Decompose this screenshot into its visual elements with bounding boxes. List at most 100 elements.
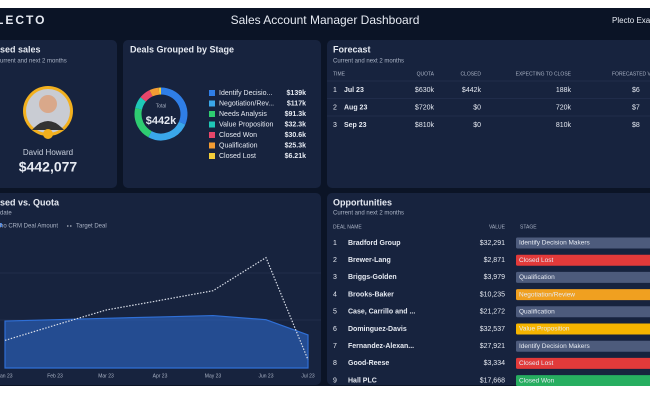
stage-badge	[516, 323, 650, 335]
deal-name: Brewer-Lang	[348, 257, 391, 264]
donut-segment	[160, 87, 188, 125]
legend-value: $30.6k	[285, 132, 307, 139]
legend-label: Needs Analysis	[219, 111, 267, 118]
table-cell: 720k	[556, 104, 572, 111]
legend-label: ho CRM Deal Amount	[0, 224, 58, 230]
stage-badge	[516, 289, 650, 301]
table-header: STAGE	[520, 224, 537, 230]
logo: PLECTO	[0, 13, 46, 27]
panel-subtitle: Current and next 2 months	[333, 211, 404, 217]
donut-segment	[140, 90, 153, 102]
donut-segment	[149, 87, 160, 97]
row-number: 4	[333, 291, 337, 298]
legend-swatch	[209, 100, 215, 107]
legend-label: Closed Won	[219, 132, 257, 139]
legend-label: Target Deal	[76, 224, 107, 230]
table-header: QUOTA	[417, 71, 435, 77]
stage-badge	[516, 254, 650, 266]
total: $442k	[146, 115, 177, 127]
panel-subtitle: Current and next 2 months	[333, 59, 404, 65]
avatar-face	[39, 95, 57, 113]
panel-title: sed sales	[0, 44, 41, 54]
legend-swatch	[209, 153, 215, 159]
deal-name: Case, Carrillo and ...	[348, 309, 415, 316]
x-tick-label: Jan 23	[0, 373, 13, 379]
stage-badge	[516, 340, 650, 352]
deal-name: Briggs-Golden	[348, 274, 397, 281]
deal-value: $27,921	[480, 343, 505, 350]
line	[4, 256, 309, 360]
deal-value: $32,537	[480, 326, 505, 333]
legend-value: $25.3k	[285, 142, 307, 149]
stage-badge	[516, 237, 650, 249]
deal-value: $10,235	[480, 291, 505, 298]
deal-name: Brooks-Baker	[348, 291, 394, 298]
legend-swatch	[209, 142, 215, 149]
account: Plecto Exa	[612, 16, 650, 25]
x-tick-label: Mar 23	[98, 373, 114, 379]
deal-value: $2,871	[484, 257, 506, 264]
deal-value: $32,291	[480, 240, 505, 247]
deal-value: $3,334	[484, 360, 506, 367]
table-header: FORECASTED VAL	[612, 71, 650, 77]
legend-value: $91.3k	[285, 111, 307, 118]
stage: Closed Won	[519, 377, 555, 384]
table-cell: $6	[632, 87, 640, 94]
row-number: 5	[333, 309, 337, 316]
table-cell: $630k	[415, 87, 435, 94]
donut-segment	[135, 97, 147, 110]
table-header: DEAL NAME	[333, 224, 362, 230]
row-number: 7	[333, 343, 337, 350]
legend-label: Value Proposition	[219, 121, 273, 128]
table-cell: $0	[473, 104, 481, 111]
stage-badge	[516, 375, 650, 387]
table-cell: $7	[632, 104, 640, 111]
legend-value: $139k	[287, 90, 307, 97]
deal-value: $3,979	[484, 274, 506, 281]
stage-badge	[516, 306, 650, 318]
table-cell: $442k	[462, 87, 482, 94]
panel	[123, 40, 321, 188]
deal-name: Bradford Group	[348, 240, 401, 247]
table-cell: 2	[333, 104, 337, 111]
table-cell: 1	[333, 87, 337, 94]
legend-swatch	[0, 223, 2, 227]
stage-badge	[516, 271, 650, 283]
row-number: 2	[333, 257, 337, 264]
bottom-margin	[0, 386, 650, 400]
legend-label: Negotiation/Rev...	[219, 100, 274, 107]
table-cell: 810k	[556, 122, 572, 129]
deal-name: Hall PLC	[348, 377, 377, 384]
deal-name: Dominguez-Davis	[348, 326, 407, 333]
table-cell: Aug 23	[344, 104, 367, 111]
table-cell: Jul 23	[344, 87, 364, 94]
stage: Qualification	[519, 274, 555, 281]
panel-subtitle: urrent and next 2 months	[0, 59, 67, 65]
person: David Howard	[23, 148, 73, 157]
table-header: EXPECTING TO CLOSE	[516, 71, 572, 77]
amount: $442,077	[19, 159, 78, 175]
deal-name: Good-Reese	[348, 360, 389, 367]
donut-segment	[134, 108, 152, 138]
panel	[327, 193, 650, 385]
panel-title: Forecast	[333, 44, 371, 54]
row-number: 9	[333, 377, 337, 384]
x-tick-label: May 23	[205, 373, 222, 379]
table-header: VALUE	[489, 224, 506, 230]
legend-swatch	[209, 132, 215, 138]
panel-title: Deals Grouped by Stage	[130, 44, 234, 54]
stage: Value Proposition	[519, 326, 570, 333]
badge	[43, 129, 53, 139]
x-tick-label: Apr 23	[153, 373, 168, 379]
panel	[327, 40, 650, 188]
table-cell: 188k	[556, 87, 572, 94]
deal-value: $21,272	[480, 309, 505, 316]
x-tick-label: Jul 23	[301, 373, 315, 379]
stage: Qualification	[519, 309, 555, 316]
table-cell: $8	[632, 122, 640, 129]
total-label: Total	[156, 103, 167, 109]
row-number: 1	[333, 240, 337, 247]
deal-value: $17,668	[480, 377, 505, 384]
panel-title: Opportunities	[333, 197, 392, 207]
